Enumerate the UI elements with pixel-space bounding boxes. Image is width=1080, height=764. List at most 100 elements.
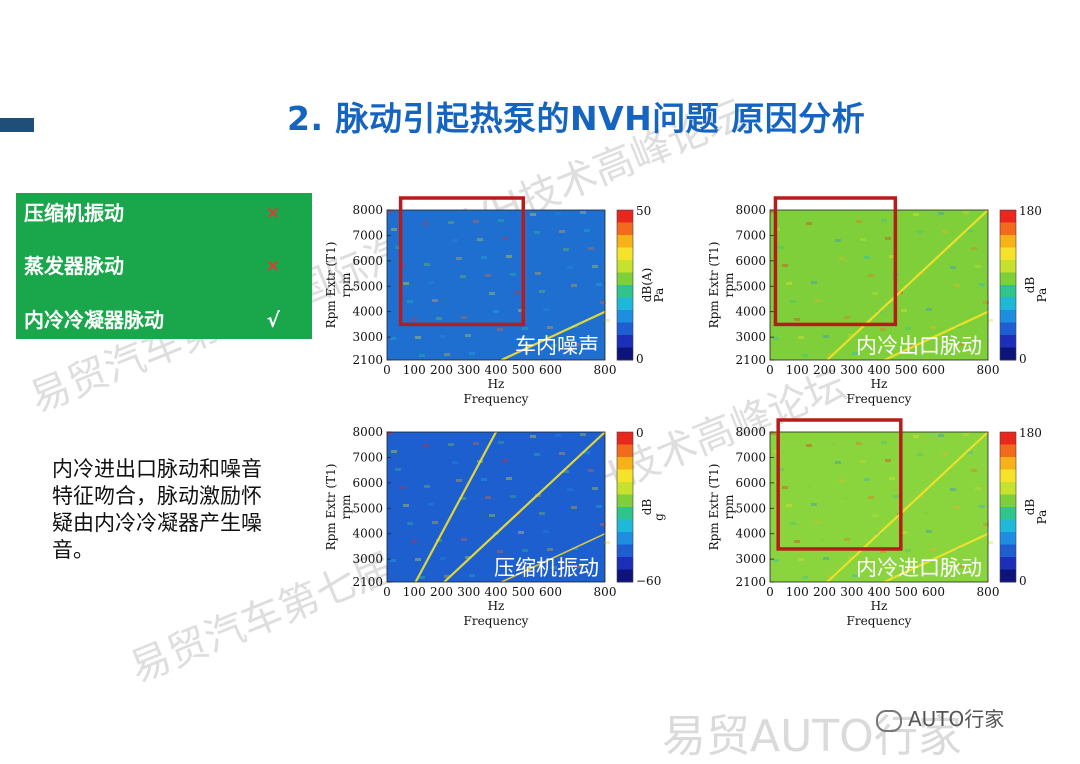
noise-speck [423, 444, 429, 447]
noise-speck [391, 450, 397, 453]
noise-speck [860, 238, 866, 241]
plot-background [770, 210, 988, 360]
x-tick-label: 200 [813, 363, 836, 377]
noise-speck [786, 282, 792, 285]
colorbar-segment [1000, 222, 1016, 236]
x-tick-label: 300 [457, 363, 480, 377]
noise-speck [580, 211, 586, 214]
x-tick-label: 600 [922, 363, 945, 377]
colorbar-segment [617, 272, 633, 286]
colorbar-segment [1000, 272, 1016, 286]
colorbar-label: dB [1023, 277, 1037, 294]
y-axis-label-secondary: rpm [722, 272, 736, 297]
colorbar-label: dB [640, 499, 654, 516]
check-icon: √ [266, 308, 280, 332]
colorbar-segment [617, 532, 633, 545]
y-tick-label: 5000 [352, 279, 383, 293]
noise-speck [971, 469, 977, 472]
y-tick-label: 8000 [735, 203, 766, 217]
colorbar-segment [617, 544, 633, 558]
noise-speck [407, 522, 413, 525]
noise-speck [448, 443, 454, 446]
plot-overlay-label: 车内噪声 [515, 334, 599, 358]
colorbar-segment [617, 347, 633, 361]
noise-speck [798, 336, 804, 339]
noise-speck [856, 442, 862, 445]
x-tick-label: 100 [786, 585, 809, 599]
noise-speck [885, 459, 891, 462]
noise-speck [917, 453, 923, 456]
noise-speck [596, 505, 602, 508]
y-tick-label: 7000 [352, 228, 383, 242]
noise-speck [954, 284, 960, 287]
x-tick-label: 200 [813, 585, 836, 599]
y-tick-label: 6000 [735, 254, 766, 268]
noise-speck [778, 246, 784, 249]
noise-speck [831, 443, 837, 446]
noise-speck [950, 488, 956, 491]
noise-speck [794, 540, 800, 543]
noise-speck [571, 284, 577, 287]
noise-speck [856, 220, 862, 223]
wechat-brand: AUTO行家 [876, 703, 1004, 732]
noise-speck [938, 434, 944, 437]
plot-frame [769, 431, 989, 583]
x-axis-label-secondary: Frequency [847, 392, 912, 406]
cause-label: 内冷冷凝器脉动 [24, 308, 164, 332]
noise-speck [448, 221, 454, 224]
colorbar-label-secondary: Pa [1035, 288, 1049, 303]
colorbar-max-label: 180 [1019, 426, 1042, 440]
y-tick-label: 8000 [735, 425, 766, 439]
noise-speck [905, 549, 911, 552]
noise-speck [868, 496, 874, 499]
noise-speck [473, 220, 479, 223]
noise-speck [522, 549, 528, 552]
colorbar-segment [1000, 347, 1016, 361]
y-axis-label: Rpm Extr (T1) [324, 464, 338, 551]
y-tick-label: 3000 [352, 552, 383, 566]
noise-speck [440, 557, 446, 560]
noise-speck [584, 451, 590, 454]
order-line [883, 310, 989, 361]
order-line [501, 532, 606, 583]
x-tick-label: 0 [383, 363, 391, 377]
noise-speck [917, 231, 923, 234]
noise-speck [807, 485, 813, 488]
noise-speck [901, 309, 907, 312]
cause-item-evaporator: 蒸发器脉动 × [24, 246, 304, 286]
noise-speck [596, 283, 602, 286]
noise-speck [934, 566, 940, 569]
colorbar-label: dB(A) [640, 268, 654, 303]
noise-speck [983, 523, 989, 526]
colorbar-segment [1000, 532, 1016, 545]
noise-speck [848, 334, 854, 337]
noise-speck [497, 550, 503, 553]
noise-speck [456, 257, 462, 260]
noise-speck [959, 565, 965, 568]
noise-speck [798, 558, 804, 561]
noise-speck [539, 290, 545, 293]
noise-speck [604, 541, 610, 544]
y-axis-label-secondary: rpm [339, 494, 353, 519]
noise-speck [390, 337, 396, 340]
noise-speck [387, 432, 393, 435]
noise-speck [497, 328, 503, 331]
noise-speck [390, 559, 396, 562]
noise-speck [576, 343, 582, 346]
noise-speck [815, 299, 821, 302]
y-tick-label: 3000 [735, 330, 766, 344]
colorbar-segment [617, 507, 633, 520]
colorbar-segment [1000, 507, 1016, 520]
noise-speck [551, 566, 557, 569]
noise-speck [485, 496, 491, 499]
noise-speck [806, 444, 812, 447]
noise-speck [983, 301, 989, 304]
colorbar-min-label: 0 [636, 352, 644, 366]
noise-speck [391, 228, 397, 231]
noise-speck [419, 354, 425, 357]
plot-frame [769, 209, 989, 361]
noise-speck [963, 433, 969, 436]
noise-speck [580, 433, 586, 436]
page-title: 2. 脉动引起热泵的NVH问题 原因分析 [287, 99, 866, 138]
colorbar-segment [617, 569, 633, 583]
